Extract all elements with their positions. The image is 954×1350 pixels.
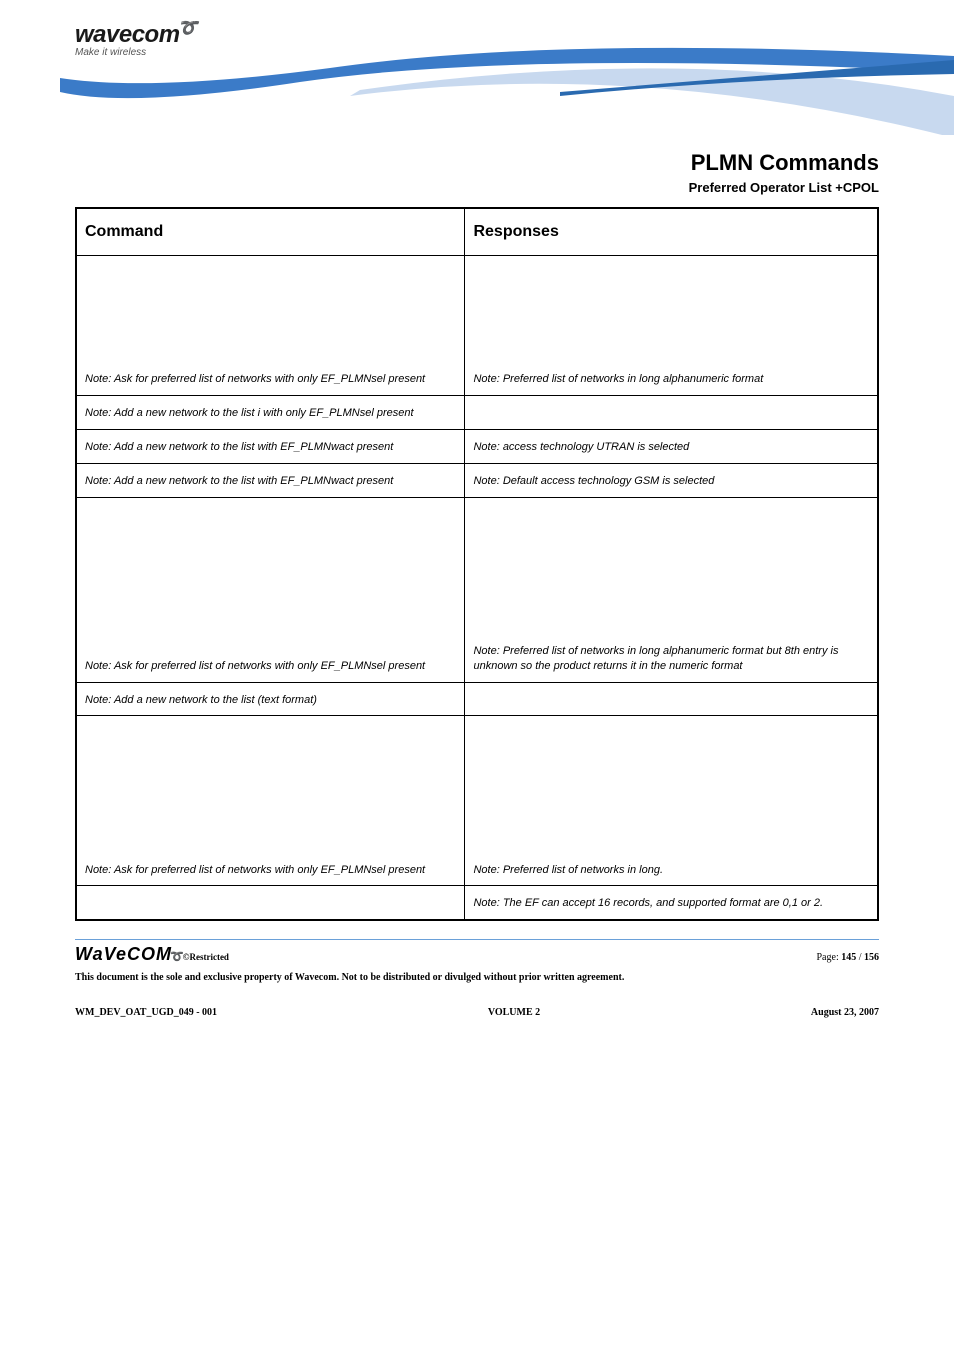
cell-response: Note: Default access technology GSM is s… [465,463,878,497]
cell-command: Note: Add a new network to the list with… [76,429,465,463]
cell-command: Note: Ask for preferred list of networks… [76,716,465,886]
command-response-table: Command Responses Note: Ask for preferre… [75,207,879,921]
note-text: Note: Add a new network to the list with… [85,475,393,487]
table-row: Note: Ask for preferred list of networks… [76,256,878,396]
table-row: Note: Add a new network to the list i wi… [76,396,878,430]
brand-logo: wavecom➰ [75,18,197,49]
note-text: Note: Preferred list of networks in long… [473,645,838,672]
th-command: Command [76,208,465,256]
footer-docid: WM_DEV_OAT_UGD_049 - 001 [75,1007,217,1018]
table-row: Note: Ask for preferred list of networks… [76,497,878,682]
note-text: Note: The EF can accept 16 records, and … [473,897,823,909]
th-responses: Responses [465,208,878,256]
note-text: Note: Preferred list of networks in long… [473,373,763,385]
cell-command: Note: Add a new network to the list i wi… [76,396,465,430]
cell-command: Note: Add a new network to the list (tex… [76,682,465,716]
cell-response: Note: Preferred list of networks in long… [465,497,878,682]
cell-response [465,396,878,430]
content: PLMN Commands Preferred Operator List +C… [0,130,954,921]
page-label: Page: [817,952,842,963]
page-total: 156 [864,952,879,963]
cell-response: Note: Preferred list of networks in long… [465,716,878,886]
cell-response: Note: The EF can accept 16 records, and … [465,886,878,920]
note-text: Note: Add a new network to the list i wi… [85,407,414,419]
footer-volume: VOLUME 2 [488,1007,540,1018]
table-row: Note: The EF can accept 16 records, and … [76,886,878,920]
cell-command: Note: Ask for preferred list of networks… [76,497,465,682]
footer: WaVeCOM➰©Restricted Page: 145 / 156 This… [0,921,954,1048]
table-row: Note: Ask for preferred list of networks… [76,716,878,886]
cell-response [465,682,878,716]
footer-page: Page: 145 / 156 [817,952,880,963]
footer-date: August 23, 2007 [811,1007,879,1018]
cell-command [76,886,465,920]
footer-brand: WaVeCOM [75,944,172,965]
logo: wavecom➰ Make it wireless [75,18,197,58]
note-text: Note: Default access technology GSM is s… [473,475,714,487]
footer-legal: This document is the sole and exclusive … [75,971,879,985]
header: wavecom➰ Make it wireless [0,0,954,130]
logo-swoosh-icon: ➰ [178,20,197,37]
footer-logo: WaVeCOM➰©Restricted [75,944,229,965]
cell-command: Note: Ask for preferred list of networks… [76,256,465,396]
section-title: PLMN Commands [75,150,879,176]
cell-command: Note: Add a new network to the list with… [76,463,465,497]
note-text: Note: Add a new network to the list with… [85,441,393,453]
page-sep: / [856,952,864,963]
cell-response: Note: Preferred list of networks in long… [465,256,878,396]
note-text: Note: access technology UTRAN is selecte… [473,441,689,453]
table-row: Note: Add a new network to the list with… [76,463,878,497]
note-text: Note: Ask for preferred list of networks… [85,660,425,672]
note-text: Note: Add a new network to the list (tex… [85,694,317,706]
page-current: 145 [841,952,856,963]
footer-restricted: ©Restricted [183,952,229,962]
note-text: Note: Ask for preferred list of networks… [85,373,425,385]
footer-divider [75,939,879,940]
sub-title: Preferred Operator List +CPOL [75,180,879,195]
note-text: Note: Ask for preferred list of networks… [85,864,425,876]
table-header-row: Command Responses [76,208,878,256]
cell-response: Note: access technology UTRAN is selecte… [465,429,878,463]
note-text: Note: Preferred list of networks in long… [473,864,663,876]
footer-row-1: WaVeCOM➰©Restricted Page: 145 / 156 [75,944,879,965]
table-row: Note: Add a new network to the list (tex… [76,682,878,716]
footer-swoosh-icon: ➰ [170,950,184,963]
table-row: Note: Add a new network to the list with… [76,429,878,463]
footer-row-2: WM_DEV_OAT_UGD_049 - 001 VOLUME 2 August… [75,1007,879,1018]
